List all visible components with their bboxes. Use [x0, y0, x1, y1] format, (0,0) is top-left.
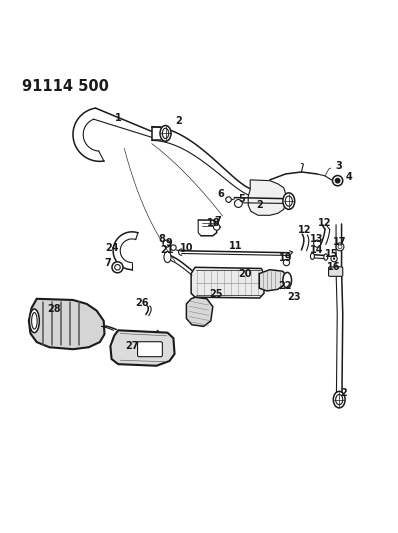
Circle shape — [163, 240, 170, 247]
Text: 4: 4 — [346, 172, 353, 182]
Text: 20: 20 — [239, 269, 252, 279]
Text: 5: 5 — [238, 194, 245, 204]
Circle shape — [331, 255, 337, 262]
Ellipse shape — [162, 128, 169, 139]
Text: 10: 10 — [179, 243, 193, 253]
Ellipse shape — [336, 394, 343, 405]
Text: 24: 24 — [105, 243, 119, 253]
Polygon shape — [110, 330, 175, 366]
Ellipse shape — [31, 312, 37, 329]
Text: 12: 12 — [318, 218, 332, 228]
Text: 19: 19 — [279, 253, 293, 263]
Text: 13: 13 — [310, 234, 324, 244]
Text: 17: 17 — [333, 237, 347, 247]
Text: 23: 23 — [288, 292, 301, 302]
Polygon shape — [186, 297, 213, 326]
Text: 3: 3 — [336, 160, 342, 171]
Text: 12: 12 — [298, 225, 311, 235]
Text: 8: 8 — [158, 234, 165, 244]
Text: 6: 6 — [217, 189, 224, 199]
Text: 2: 2 — [341, 389, 347, 398]
Text: 27: 27 — [125, 341, 139, 351]
Polygon shape — [259, 270, 288, 291]
Ellipse shape — [324, 254, 328, 260]
Circle shape — [234, 199, 242, 207]
FancyBboxPatch shape — [329, 267, 343, 276]
Circle shape — [283, 260, 290, 266]
Text: 7: 7 — [104, 257, 111, 268]
Circle shape — [333, 257, 335, 260]
Circle shape — [335, 178, 340, 183]
Polygon shape — [29, 299, 105, 349]
Circle shape — [332, 175, 343, 186]
Circle shape — [171, 245, 176, 251]
Ellipse shape — [310, 253, 314, 260]
Circle shape — [112, 262, 123, 273]
Text: 28: 28 — [47, 304, 61, 314]
Ellipse shape — [333, 391, 345, 408]
Circle shape — [115, 264, 120, 270]
Text: 22: 22 — [278, 281, 292, 291]
Circle shape — [314, 240, 321, 247]
Text: 11: 11 — [228, 241, 242, 251]
FancyBboxPatch shape — [138, 342, 162, 357]
Ellipse shape — [283, 272, 292, 288]
Circle shape — [336, 243, 344, 251]
Text: 2: 2 — [257, 200, 263, 211]
Ellipse shape — [283, 193, 295, 209]
Text: 26: 26 — [135, 298, 148, 308]
Text: 15: 15 — [326, 249, 339, 259]
Circle shape — [214, 224, 220, 230]
Text: 9: 9 — [165, 238, 172, 248]
Text: 1: 1 — [115, 113, 122, 123]
Ellipse shape — [285, 196, 293, 206]
Text: 16: 16 — [327, 262, 341, 271]
Text: 25: 25 — [209, 289, 222, 299]
Polygon shape — [191, 267, 264, 298]
Text: 18: 18 — [207, 218, 221, 228]
Ellipse shape — [160, 125, 171, 141]
Text: 7: 7 — [214, 216, 221, 226]
Circle shape — [338, 245, 342, 249]
Ellipse shape — [29, 309, 39, 333]
Text: 91114 500: 91114 500 — [22, 79, 109, 94]
Text: 21: 21 — [160, 245, 174, 255]
Polygon shape — [248, 180, 286, 215]
Ellipse shape — [164, 252, 171, 263]
Circle shape — [226, 197, 231, 203]
Text: 14: 14 — [310, 245, 323, 255]
Text: 2: 2 — [175, 116, 182, 126]
